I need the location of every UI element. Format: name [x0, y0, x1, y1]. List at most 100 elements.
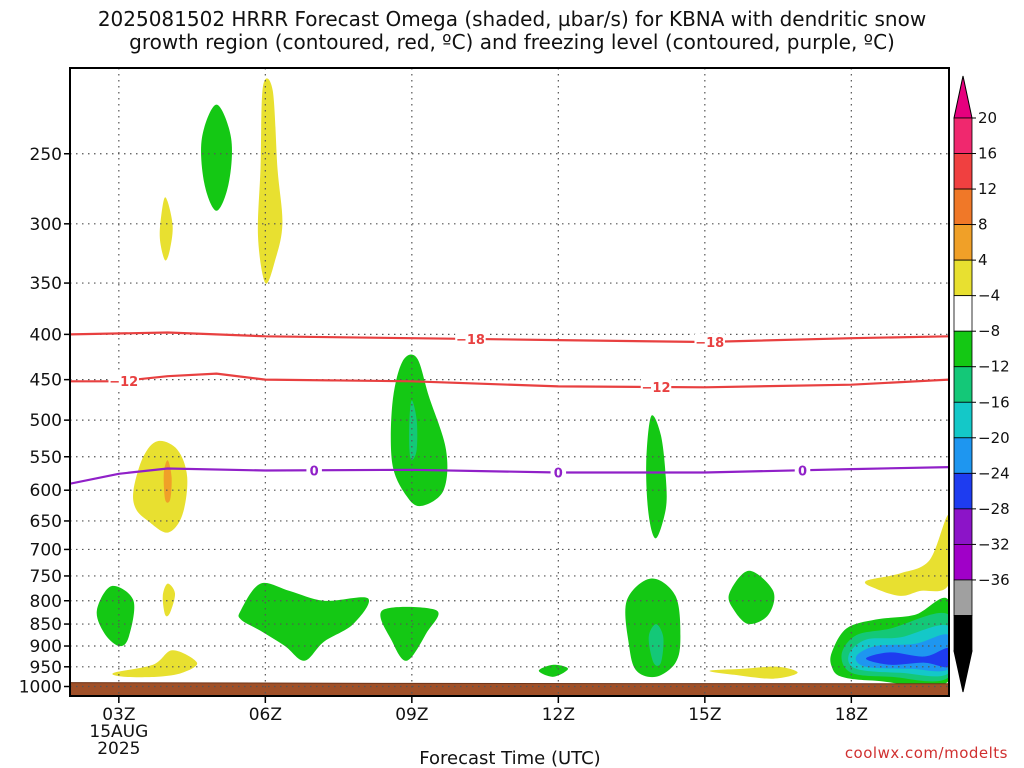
colorbar-top-arrow [953, 75, 973, 119]
y-tick-label-900: 900 [30, 637, 62, 657]
omega-region-16 [728, 570, 775, 625]
grid-lines [70, 68, 949, 696]
omega-region-15 [648, 624, 664, 666]
omega-region-7 [646, 415, 667, 539]
colorbar-label-0: 20 [978, 109, 997, 127]
colorbar-label-12: −32 [978, 535, 1010, 553]
y-tick-label-250: 250 [30, 145, 62, 165]
colorbar-swatch-4 [953, 259, 973, 297]
colorbar-swatch-10 [953, 472, 973, 510]
contour-label-1-1: −12 [642, 381, 671, 396]
colorbar-swatch-12 [953, 544, 973, 581]
contour-line-1 [70, 372, 949, 389]
temperature-contours: −18 −18 −12 −12 0 0 0 [70, 330, 949, 485]
colorbar-label-3: 8 [978, 216, 988, 234]
contour-label-2-2: 0 [798, 464, 807, 479]
terrain-layer [70, 682, 949, 696]
contour-label-bg-0-0 [455, 330, 486, 347]
omega-region-5 [390, 354, 448, 507]
omega-region-1 [257, 78, 283, 284]
colorbar: 20 16 12 8 4 −4 −8 −12 −16 −20 −24 −28 −32 −36 [953, 75, 1010, 693]
contour-label-bg-2-1 [550, 464, 567, 481]
colorbar-label-9: −20 [978, 429, 1010, 447]
omega-region-9 [162, 583, 176, 617]
colorbar-label-1: 16 [978, 145, 997, 163]
colorbar-swatch-13 [953, 579, 973, 616]
chart-title: 2025081502 HRRR Forecast Omega (shaded, … [0, 8, 1024, 54]
colorbar-label-8: −16 [978, 393, 1010, 411]
x-tick-label-5: 18Z [835, 705, 868, 725]
x-date-label-0: 15AUG [89, 722, 148, 742]
omega-region-10 [238, 582, 370, 661]
colorbar-swatch-7 [953, 366, 973, 403]
y-tick-label-550: 550 [30, 448, 62, 468]
colorbar-swatch-1 [953, 153, 973, 190]
colorbar-swatch-0 [953, 117, 973, 154]
colorbar-swatch-14 [953, 615, 973, 652]
contour-label-bg-1-1 [640, 378, 672, 395]
colorbar-swatch-5 [953, 295, 973, 332]
colorbar-swatch-8 [953, 401, 973, 439]
omega-region-6 [409, 400, 418, 461]
y-tick-label-850: 850 [30, 615, 62, 635]
omega-region-23 [866, 647, 949, 668]
colorbar-label-10: −24 [978, 464, 1010, 482]
omega-region-17 [709, 666, 798, 679]
chart-title-line1: 2025081502 HRRR Forecast Omega (shaded, … [97, 7, 927, 31]
colorbar-label-4: 4 [978, 251, 988, 269]
y-tick-label-600: 600 [30, 481, 62, 501]
y-tick-label-350: 350 [30, 274, 62, 294]
x-date-label-1: 2025 [97, 739, 140, 759]
colorbar-swatch-3 [953, 224, 973, 261]
contour-label-0-0: −18 [456, 333, 485, 348]
x-tick-label-1: 06Z [249, 705, 282, 725]
colorbar-label-13: −36 [978, 571, 1010, 589]
y-tick-label-1000: 1000 [19, 678, 62, 698]
contour-label-0-1: −18 [695, 336, 724, 351]
y-axis-ticks: 2503003504004505005506006507007508008509… [19, 145, 70, 698]
x-axis-title: Forecast Time (UTC) [419, 748, 600, 768]
colorbar-swatch-9 [953, 437, 973, 474]
credit-link[interactable]: coolwx.com/modelts [844, 744, 1008, 762]
y-tick-label-800: 800 [30, 592, 62, 612]
omega-region-13 [538, 664, 569, 677]
x-tick-label-3: 12Z [542, 705, 575, 725]
omega-region-2 [159, 197, 173, 261]
y-tick-label-450: 450 [30, 371, 62, 391]
y-tick-label-500: 500 [30, 411, 62, 431]
contour-label-bg-2-0 [306, 462, 322, 479]
y-tick-label-950: 950 [30, 658, 62, 678]
omega-shaded-regions [96, 78, 949, 687]
plot-frame [69, 67, 950, 697]
y-tick-label-400: 400 [30, 325, 62, 345]
y-tick-label-650: 650 [30, 512, 62, 532]
x-tick-label-0: 03Z [102, 705, 135, 725]
colorbar-label-7: −12 [978, 358, 1010, 376]
colorbar-label-11: −28 [978, 500, 1010, 518]
colorbar-label-2: 12 [978, 180, 997, 198]
omega-region-4 [163, 460, 172, 503]
contour-label-2-0: 0 [310, 464, 319, 479]
contour-label-bg-0-1 [694, 333, 725, 350]
omega-region-12 [112, 650, 198, 678]
terrain-fill [70, 682, 949, 696]
contour-label-1-0: −12 [109, 375, 138, 390]
x-tick-label-4: 15Z [688, 705, 721, 725]
colorbar-bottom-arrow [953, 650, 973, 693]
colorbar-label-5: −4 [978, 287, 1000, 305]
contour-label-bg-1-0 [108, 372, 139, 389]
contour-label-bg-2-2 [794, 462, 811, 479]
colorbar-swatch-6 [953, 330, 973, 368]
y-tick-label-750: 750 [30, 567, 62, 587]
y-tick-label-300: 300 [30, 215, 62, 235]
omega-region-0 [201, 104, 232, 211]
contour-label-2-1: 0 [554, 467, 563, 482]
colorbar-swatch-2 [953, 188, 973, 225]
x-tick-label-2: 09Z [395, 705, 428, 725]
y-tick-label-700: 700 [30, 540, 62, 560]
chart-title-line2: growth region (contoured, red, ºC) and f… [129, 30, 895, 54]
omega-region-3 [133, 440, 188, 533]
colorbar-label-6: −8 [978, 322, 1000, 340]
